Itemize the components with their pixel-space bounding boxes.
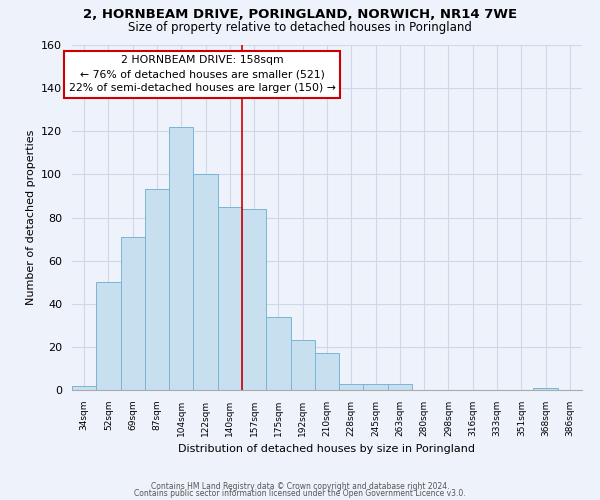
Text: Contains HM Land Registry data © Crown copyright and database right 2024.: Contains HM Land Registry data © Crown c… xyxy=(151,482,449,491)
Bar xyxy=(72,386,96,390)
Bar xyxy=(339,384,364,390)
Bar xyxy=(266,316,290,390)
Bar xyxy=(388,384,412,390)
Bar xyxy=(315,354,339,390)
Text: 2, HORNBEAM DRIVE, PORINGLAND, NORWICH, NR14 7WE: 2, HORNBEAM DRIVE, PORINGLAND, NORWICH, … xyxy=(83,8,517,20)
Bar xyxy=(364,384,388,390)
Bar xyxy=(169,127,193,390)
Bar xyxy=(290,340,315,390)
Bar xyxy=(145,190,169,390)
Bar xyxy=(121,237,145,390)
X-axis label: Distribution of detached houses by size in Poringland: Distribution of detached houses by size … xyxy=(179,444,476,454)
Bar xyxy=(96,282,121,390)
Bar xyxy=(242,209,266,390)
Bar xyxy=(533,388,558,390)
Y-axis label: Number of detached properties: Number of detached properties xyxy=(26,130,35,305)
Text: Contains public sector information licensed under the Open Government Licence v3: Contains public sector information licen… xyxy=(134,490,466,498)
Bar xyxy=(218,206,242,390)
Text: Size of property relative to detached houses in Poringland: Size of property relative to detached ho… xyxy=(128,21,472,34)
Bar xyxy=(193,174,218,390)
Text: 2 HORNBEAM DRIVE: 158sqm
← 76% of detached houses are smaller (521)
22% of semi-: 2 HORNBEAM DRIVE: 158sqm ← 76% of detach… xyxy=(68,56,335,94)
